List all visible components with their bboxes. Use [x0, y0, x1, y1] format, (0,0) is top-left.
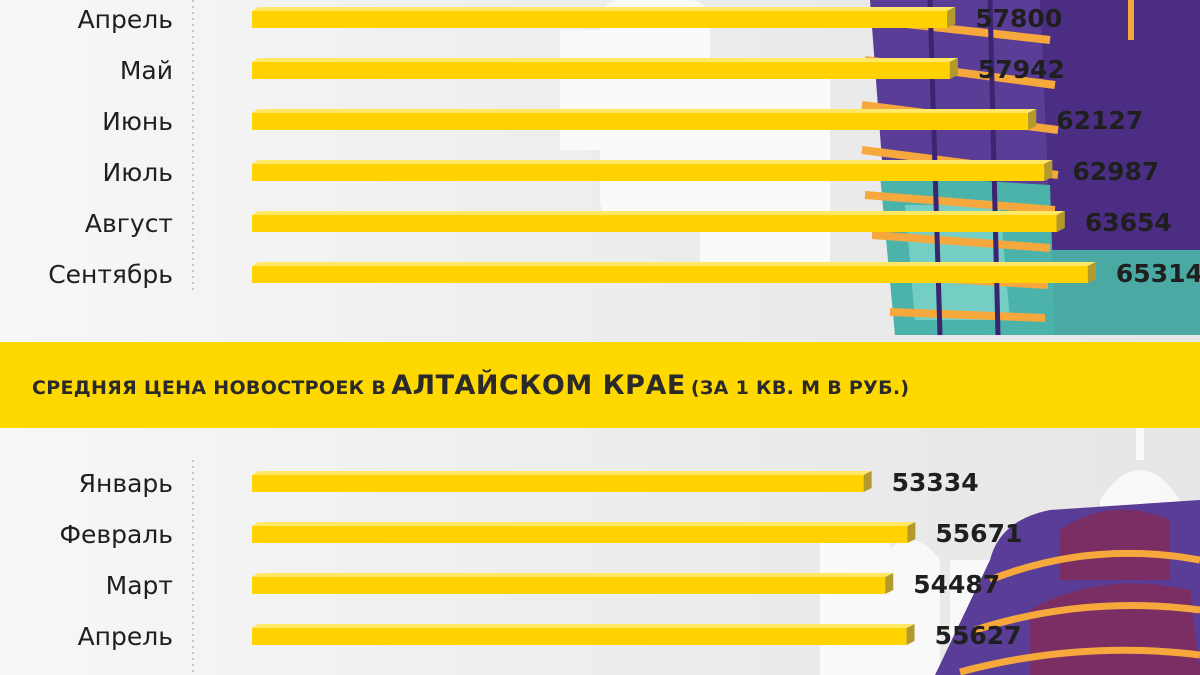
bar — [252, 7, 956, 28]
category-label: Август — [85, 209, 173, 238]
bar — [252, 573, 894, 594]
title-band: СРЕДНЯЯ ЦЕНА НОВОСТРОЕК В АЛТАЙСКОМ КРАЕ… — [0, 342, 1200, 428]
category-label: Январь — [79, 469, 173, 498]
category-label: Сентябрь — [48, 260, 173, 289]
building-illustration-bottom — [935, 500, 1200, 675]
value-label: 57800 — [975, 4, 1062, 33]
category-label: Март — [106, 571, 173, 600]
title-prefix: СРЕДНЯЯ ЦЕНА НОВОСТРОЕК В — [32, 376, 387, 399]
category-label: Июль — [103, 158, 173, 187]
value-label: 55627 — [935, 621, 1022, 650]
value-label: 62987 — [1072, 157, 1159, 186]
bar — [252, 160, 1053, 181]
bar-chart-bottom: Январь 53334 Февраль 55671 Март 54487 Апрель 55… — [59, 468, 1022, 651]
category-label: Апрель — [78, 622, 173, 651]
value-label: 65314 — [1116, 259, 1200, 288]
category-label: Июнь — [102, 107, 173, 136]
bar — [252, 624, 915, 645]
value-label: 62127 — [1056, 106, 1143, 135]
title-suffix: (ЗА 1 КВ. М В РУБ.) — [690, 376, 910, 399]
bar — [252, 262, 1096, 283]
bar-chart-top: Апрель 57800 Май 57942 Июнь 62127 Июль 62987 Авг… — [48, 4, 1200, 289]
value-label: 57942 — [978, 55, 1065, 84]
category-label: Апрель — [78, 5, 173, 34]
category-label: Май — [120, 56, 173, 85]
bar — [252, 522, 916, 543]
value-label: 63654 — [1085, 208, 1172, 237]
bar — [252, 109, 1037, 130]
value-label: 54487 — [913, 570, 1000, 599]
bar — [252, 211, 1065, 232]
bar — [252, 471, 872, 492]
bar — [252, 58, 958, 79]
category-label: Февраль — [59, 520, 173, 549]
value-label: 53334 — [892, 468, 979, 497]
title-highlight: АЛТАЙСКОМ КРАЕ — [391, 369, 686, 401]
chart-title: СРЕДНЯЯ ЦЕНА НОВОСТРОЕК В АЛТАЙСКОМ КРАЕ… — [32, 370, 909, 401]
value-label: 55671 — [935, 519, 1022, 548]
